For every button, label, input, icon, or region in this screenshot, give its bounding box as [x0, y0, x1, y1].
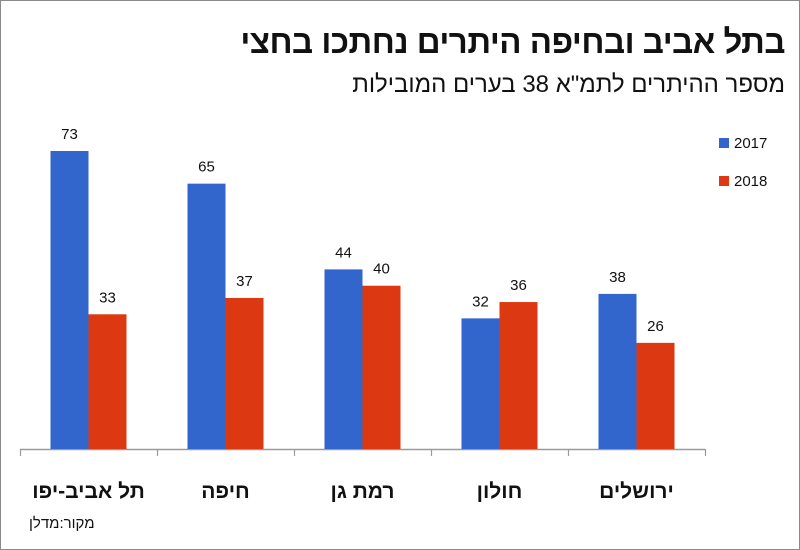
- data-label-2018-4: 36: [510, 277, 527, 294]
- data-label-2018-1: 33: [99, 289, 116, 306]
- category-label-5: ירושלים: [599, 480, 674, 503]
- category-label-1: תל אביב-יפו: [32, 480, 145, 503]
- bar-2017-4: [461, 318, 500, 449]
- bar-2017-2: [187, 183, 226, 449]
- legend: 2017 2018: [719, 132, 767, 208]
- data-label-2018-5: 26: [647, 318, 664, 335]
- chart-title: בתל אביב ובחיפה היתרים נחתכו בחצי: [240, 23, 785, 60]
- legend-label-2018: 2018: [734, 172, 768, 190]
- data-label-2017-1: 73: [61, 126, 78, 143]
- source-note: מקור:מדלן: [29, 515, 95, 532]
- bar-2017-1: [50, 151, 89, 449]
- legend-item-2017: 2017: [719, 132, 767, 154]
- bar-2018-1: [88, 314, 127, 449]
- data-label-2017-2: 65: [198, 159, 215, 176]
- bar-2018-2: [225, 297, 264, 449]
- bar-2017-5: [598, 293, 637, 449]
- bar-2017-3: [324, 269, 363, 449]
- data-label-2017-4: 32: [472, 293, 489, 310]
- legend-swatch-2018: [719, 176, 729, 186]
- data-label-2017-5: 38: [609, 269, 626, 286]
- bar-2018-5: [636, 342, 675, 449]
- category-label-3: רמת גן: [330, 480, 394, 503]
- bar-2018-3: [362, 285, 401, 449]
- bar-2018-4: [499, 302, 538, 449]
- chart-subtitle: מספר ההיתרים לתמ"א 38 בערים המובילות: [352, 71, 785, 98]
- legend-swatch-2017: [719, 138, 729, 148]
- data-label-2017-3: 44: [335, 244, 352, 261]
- category-label-4: חולון: [477, 480, 523, 503]
- data-label-2018-2: 37: [236, 273, 253, 290]
- legend-label-2017: 2017: [734, 134, 768, 152]
- category-label-2: חיפה: [201, 480, 250, 503]
- data-label-2018-3: 40: [373, 261, 390, 278]
- legend-item-2018: 2018: [719, 170, 767, 192]
